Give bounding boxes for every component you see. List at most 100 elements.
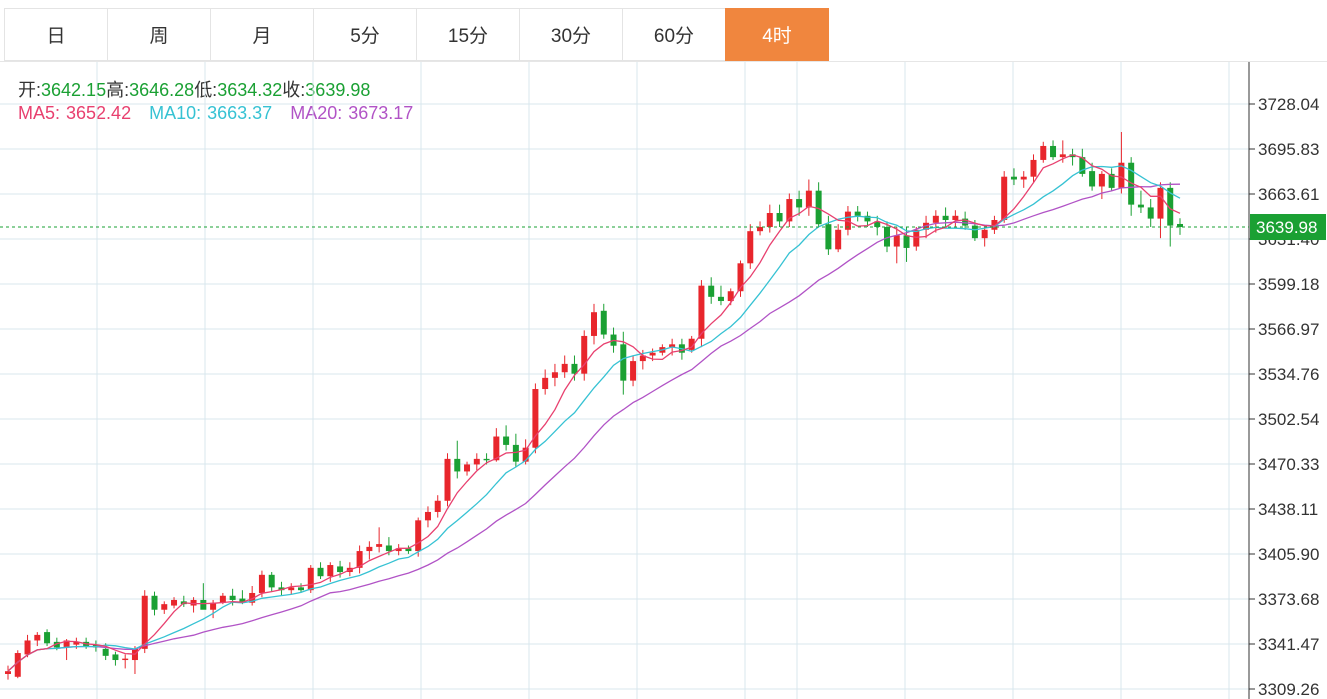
candle-body <box>766 213 773 227</box>
y-tick-label: 3566.97 <box>1258 320 1319 339</box>
candle-body <box>483 458 490 461</box>
y-tick-label: 3695.83 <box>1258 140 1319 159</box>
open-label: 开: <box>18 80 42 100</box>
candle-body <box>288 587 295 591</box>
candle-body <box>932 215 939 223</box>
period-tabs: 日周月 5分 15分 30分 60分 4时 <box>4 8 829 61</box>
y-tick-label: 3438.11 <box>1258 500 1318 519</box>
high-label: 高: <box>106 80 130 100</box>
candle-body <box>249 592 256 603</box>
candle-body <box>141 595 148 649</box>
candle-body <box>161 604 168 610</box>
close-value: 3639.98 <box>305 80 371 100</box>
ma5-label: MA5: <box>18 103 61 123</box>
candle-body <box>1108 173 1115 188</box>
candle-body <box>219 595 226 603</box>
candle-body <box>581 335 588 374</box>
candle-body <box>698 285 705 339</box>
candle-body <box>1001 176 1008 220</box>
candle-body <box>356 551 363 568</box>
candle-body <box>5 671 11 674</box>
candle-body <box>200 599 207 610</box>
candle-body <box>1089 171 1096 187</box>
candle-body <box>151 595 158 610</box>
candle-body <box>190 599 197 606</box>
tab-0[interactable]: 日 <box>4 8 108 61</box>
candle-body <box>63 640 70 648</box>
candle-body <box>884 226 890 247</box>
tab-6[interactable]: 60分 <box>622 8 726 61</box>
candle-body <box>1098 173 1105 187</box>
candle-body <box>1030 159 1037 177</box>
candle-body <box>747 231 754 264</box>
y-tick-label: 3728.04 <box>1258 95 1319 114</box>
candle-body <box>464 464 471 472</box>
candle-body <box>405 548 412 552</box>
tab-5[interactable]: 30分 <box>519 8 623 61</box>
candle-body <box>1118 162 1125 188</box>
candle-body <box>1137 204 1144 208</box>
open-value: 3642.15 <box>41 80 107 100</box>
tab-1[interactable]: 周 <box>107 8 211 61</box>
candle-body <box>815 190 822 225</box>
candle-body <box>1059 154 1066 158</box>
candle-body <box>44 632 51 644</box>
candle-body <box>53 641 60 648</box>
candle-body <box>73 641 80 645</box>
candle-body <box>1167 187 1174 226</box>
candle-body <box>102 648 109 656</box>
candle-body <box>34 634 41 641</box>
close-label: 收: <box>282 80 306 100</box>
candle-body <box>952 215 959 220</box>
candle-body <box>1147 207 1154 219</box>
candle-body <box>874 221 881 227</box>
candle-body <box>434 500 441 512</box>
tab-2[interactable]: 月 <box>210 8 314 61</box>
low-value: 3634.32 <box>217 80 283 100</box>
candle-body <box>630 361 637 381</box>
candle-body <box>991 219 998 230</box>
ma5-value: 3652.42 <box>66 103 132 123</box>
candle-body <box>307 567 314 591</box>
candle-body <box>717 296 724 302</box>
y-tick-label: 3470.33 <box>1258 455 1319 474</box>
candle-body <box>805 190 812 208</box>
candle-body <box>942 215 949 220</box>
candle-body <box>532 389 539 448</box>
y-tick-label: 3373.68 <box>1258 590 1319 609</box>
tab-3[interactable]: 5分 <box>313 8 417 61</box>
candle-body <box>786 199 793 222</box>
y-tick-label: 3663.61 <box>1258 185 1319 204</box>
candle-body <box>688 338 695 350</box>
candle-body <box>14 653 21 677</box>
candle-body <box>171 599 178 606</box>
candle-body <box>757 226 764 232</box>
ma10-line <box>7 165 1181 672</box>
candle-body <box>337 566 344 573</box>
candle-body <box>542 377 549 390</box>
candle-body <box>737 263 744 292</box>
candle-body <box>835 229 842 250</box>
candle-body <box>776 213 783 222</box>
candle-body <box>669 344 676 348</box>
tab-4[interactable]: 15分 <box>416 8 520 61</box>
candle-body <box>258 574 265 593</box>
candle-body <box>1040 145 1047 160</box>
y-tick-label: 3309.26 <box>1258 680 1319 699</box>
candle-body <box>620 344 627 381</box>
candle-body <box>415 520 422 552</box>
candle-body <box>1050 145 1057 158</box>
last-price-tag <box>1250 214 1326 241</box>
ma5-line <box>7 154 1181 672</box>
candle-body <box>796 199 803 208</box>
candle-body <box>1069 154 1076 158</box>
candle-body <box>825 224 832 250</box>
candle-body <box>600 310 607 335</box>
candle-body <box>278 587 285 591</box>
candle-body <box>444 458 451 501</box>
tab-7[interactable]: 4时 <box>725 8 829 61</box>
candle-body <box>903 235 910 248</box>
candle-body <box>864 215 871 222</box>
candle-body <box>424 511 431 521</box>
